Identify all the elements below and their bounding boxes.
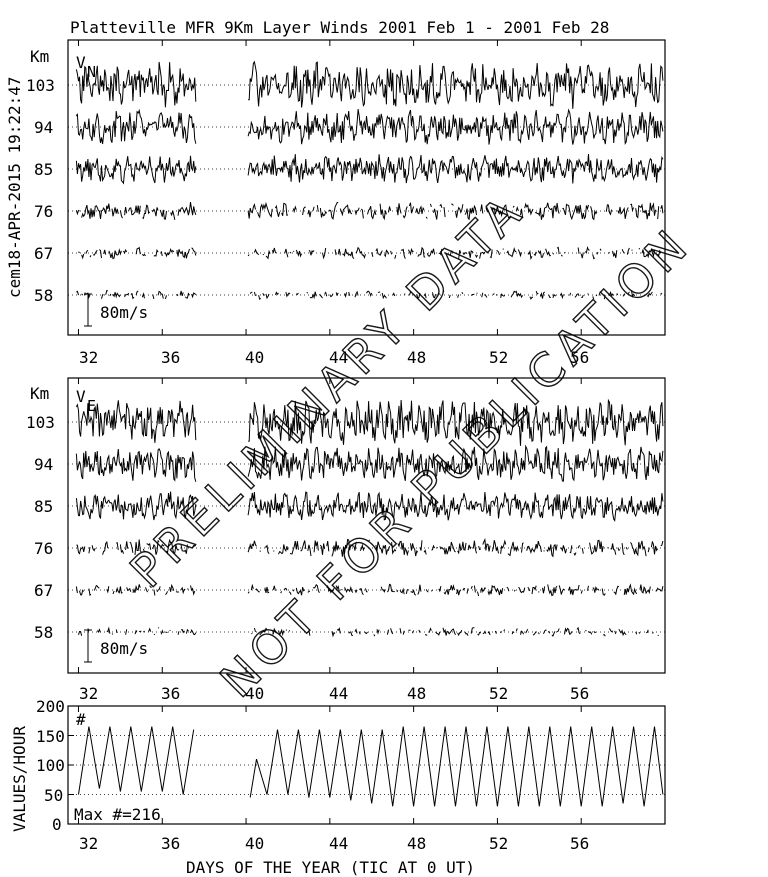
count-x-tick-label: 44 bbox=[329, 834, 348, 853]
ve-wind-trace bbox=[76, 538, 196, 556]
watermark-line-1: PRELIMINARY DATA bbox=[120, 182, 535, 597]
count-x-tick-label: 40 bbox=[245, 834, 264, 853]
ve-plot-frame bbox=[67, 377, 666, 674]
count-x-tick-label: 56 bbox=[570, 834, 589, 853]
vn-wind-trace bbox=[248, 60, 664, 109]
ve-wind-trace bbox=[75, 583, 196, 597]
count-y-tick-label: 200 bbox=[36, 697, 65, 716]
vn-wind-trace bbox=[78, 246, 197, 260]
count-y-axis-label: VALUES/HOUR bbox=[10, 726, 29, 832]
x-axis-title: DAYS OF THE YEAR (TIC AT 0 UT) bbox=[186, 858, 475, 877]
ve-scale-bar-label: 80m/s bbox=[100, 639, 148, 658]
vn-wind-trace bbox=[249, 290, 663, 301]
ve-height-label: 85 bbox=[34, 497, 53, 516]
ve-unit-label: Km bbox=[30, 384, 49, 403]
ve-wind-trace bbox=[78, 626, 197, 636]
ve-height-label: 76 bbox=[34, 539, 53, 558]
ve-x-tick-labels: 32 36 40 44 48 52 56 bbox=[79, 684, 589, 703]
vn-wind-trace bbox=[247, 108, 664, 146]
count-x-tick-label: 32 bbox=[79, 834, 98, 853]
count-panel: VALUES/HOUR 200 150 100 50 0 # Max #=216… bbox=[10, 697, 666, 877]
vn-x-tick-label: 36 bbox=[161, 348, 180, 367]
ve-height-label: 103 bbox=[26, 413, 55, 432]
vn-wind-trace bbox=[247, 201, 664, 221]
ve-x-tick-label: 40 bbox=[245, 684, 264, 703]
vn-panel: Km V N 103 94 85 76 67 58 80m/s 32 36 40… bbox=[26, 39, 666, 367]
vn-scale-bar-label: 80m/s bbox=[100, 303, 148, 322]
ve-x-tick-label: 32 bbox=[79, 684, 98, 703]
vn-x-tick-label: 48 bbox=[407, 348, 426, 367]
ve-x-tick-label: 44 bbox=[329, 684, 348, 703]
ve-wind-trace bbox=[247, 537, 664, 558]
ve-x-tick-label: 56 bbox=[570, 684, 589, 703]
vn-wind-trace bbox=[75, 108, 197, 145]
vn-height-labels: 103 94 85 76 67 58 bbox=[26, 76, 55, 305]
vn-wind-trace bbox=[75, 155, 197, 185]
ve-wind-trace bbox=[247, 491, 664, 522]
watermark: PRELIMINARY DATA NOT FOR PUBLICATION bbox=[119, 182, 702, 709]
ve-height-labels: 103 94 85 76 67 58 bbox=[26, 413, 55, 642]
vn-height-label: 67 bbox=[34, 244, 53, 263]
vn-plot-frame bbox=[67, 39, 666, 336]
count-y-tick-label: 100 bbox=[36, 756, 65, 775]
ve-wind-trace bbox=[248, 398, 664, 446]
ve-component-subscript: E bbox=[87, 397, 96, 415]
ve-wind-trace bbox=[247, 444, 664, 482]
count-x-tick-labels: 32 36 40 44 48 52 56 bbox=[79, 834, 589, 853]
vn-x-tick-label: 44 bbox=[329, 348, 348, 367]
vn-x-tick-label: 56 bbox=[570, 348, 589, 367]
ve-panel: Km V E 103 94 85 76 67 58 80m/s 32 36 40… bbox=[26, 377, 666, 703]
count-y-tick-label: 0 bbox=[52, 815, 62, 834]
vn-unit-label: Km bbox=[30, 47, 49, 66]
count-hash-label: # bbox=[76, 710, 86, 729]
vn-x-tick-label: 52 bbox=[489, 348, 508, 367]
vn-height-label: 58 bbox=[34, 286, 53, 305]
vn-x-tick-label: 32 bbox=[79, 348, 98, 367]
count-series-line bbox=[78, 726, 664, 807]
chart-title: Platteville MFR 9Km Layer Winds 2001 Feb… bbox=[70, 18, 609, 37]
ve-scale-bar: 80m/s bbox=[84, 629, 148, 663]
vn-component-subscript: N bbox=[87, 63, 96, 81]
count-y-tick-labels: 200 150 100 50 0 bbox=[36, 697, 65, 834]
vn-wind-trace bbox=[247, 153, 664, 184]
ve-wind-trace bbox=[247, 583, 664, 597]
count-x-tick-label: 48 bbox=[407, 834, 426, 853]
vn-wind-trace bbox=[75, 202, 197, 220]
count-max-label: Max #=216 bbox=[74, 805, 161, 824]
ve-component-label: V bbox=[76, 387, 86, 406]
vn-height-label: 94 bbox=[34, 118, 53, 137]
ve-x-tick-label: 36 bbox=[161, 684, 180, 703]
ve-wind-trace bbox=[75, 400, 197, 443]
vn-wind-trace bbox=[76, 289, 197, 300]
ve-wind-trace bbox=[75, 491, 197, 521]
vn-x-tick-label: 40 bbox=[245, 348, 264, 367]
count-y-tick-label: 50 bbox=[44, 786, 63, 805]
count-x-tick-label: 52 bbox=[489, 834, 508, 853]
ve-x-tick-label: 52 bbox=[489, 684, 508, 703]
timestamp-label: cem18-APR-2015 19:22:47 bbox=[5, 76, 24, 298]
vn-scale-bar: 80m/s bbox=[84, 293, 148, 327]
ve-x-tick-label: 48 bbox=[407, 684, 426, 703]
ve-height-label: 67 bbox=[34, 581, 53, 600]
vn-height-label: 85 bbox=[34, 160, 53, 179]
count-x-tick-label: 36 bbox=[161, 834, 180, 853]
ve-wind-trace bbox=[75, 448, 197, 482]
vn-height-label: 76 bbox=[34, 202, 53, 221]
vn-wind-trace bbox=[75, 61, 197, 108]
ve-height-label: 94 bbox=[34, 455, 53, 474]
vn-component-label: V bbox=[76, 53, 86, 72]
vn-height-label: 103 bbox=[26, 76, 55, 95]
vn-x-tick-labels: 32 36 40 44 48 52 56 bbox=[79, 348, 589, 367]
ve-height-label: 58 bbox=[34, 623, 53, 642]
count-y-tick-label: 150 bbox=[36, 727, 65, 746]
